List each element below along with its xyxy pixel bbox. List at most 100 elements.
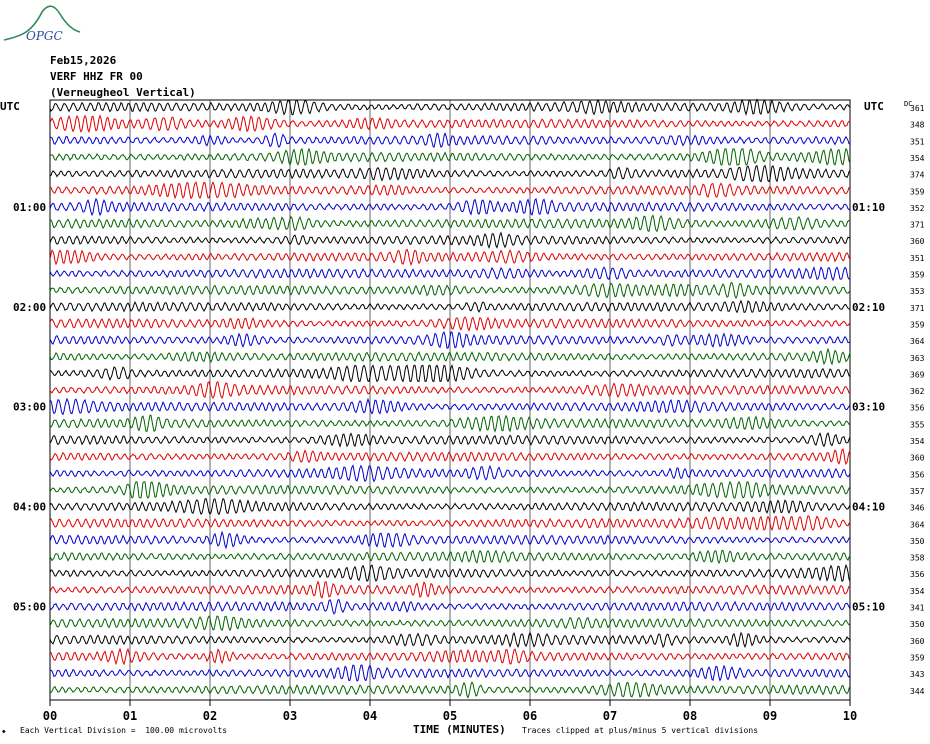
right-time-label: 04:10 xyxy=(852,501,885,514)
seismic-trace xyxy=(49,132,851,149)
seismic-trace xyxy=(49,164,851,183)
seismic-trace xyxy=(49,114,851,134)
seismic-trace xyxy=(49,316,851,332)
dc-offset-value: 359 xyxy=(910,271,925,280)
x-axis-label: TIME (MINUTES) xyxy=(413,723,506,736)
dc-offset-value: 369 xyxy=(910,370,925,379)
seismic-trace xyxy=(49,515,851,532)
dc-offset-value: 360 xyxy=(910,454,925,463)
dc-offset-value: 356 xyxy=(910,470,925,479)
right-time-label: 03:10 xyxy=(852,401,885,414)
x-tick-label: 10 xyxy=(843,709,857,723)
scale-marker-icon: ◆ xyxy=(2,728,6,735)
seismic-trace xyxy=(49,664,851,682)
seismic-trace xyxy=(49,214,851,233)
dc-offset-value: 350 xyxy=(910,537,925,546)
dc-offset-value: 359 xyxy=(910,653,925,662)
seismic-trace xyxy=(49,580,851,599)
seismic-trace xyxy=(49,530,851,550)
dc-offset-value: 364 xyxy=(910,337,925,346)
opgc-logo: OPGC xyxy=(3,5,81,43)
right-time-label: 02:10 xyxy=(852,301,885,314)
x-tick-label: 03 xyxy=(283,709,297,723)
seismic-trace xyxy=(49,615,851,632)
logo-text: OPGC xyxy=(26,29,63,43)
seismic-trace xyxy=(49,231,851,249)
dc-offset-value: 354 xyxy=(910,587,925,596)
dc-label: DC xyxy=(904,100,913,108)
x-tick-label: 04 xyxy=(363,709,377,723)
seismic-trace xyxy=(49,563,851,583)
seismic-trace xyxy=(49,98,851,116)
dc-offset-value: 343 xyxy=(910,670,925,679)
seismic-trace xyxy=(49,549,851,565)
dc-offset-value: 363 xyxy=(910,354,925,363)
left-time-label: 01:00 xyxy=(13,201,46,214)
seismic-trace xyxy=(49,197,851,217)
dc-offset-value: 353 xyxy=(910,287,925,296)
dc-offset-value: 360 xyxy=(910,637,925,646)
left-time-label: 03:00 xyxy=(13,401,46,414)
station-code: VERF HHZ FR 00 xyxy=(50,70,143,83)
dc-offset-value: 356 xyxy=(910,404,925,413)
dc-offset-value: 352 xyxy=(910,204,925,213)
seismic-trace xyxy=(49,181,851,200)
right-time-label: 05:10 xyxy=(852,601,885,614)
seismic-trace xyxy=(49,480,851,499)
seismic-trace xyxy=(49,448,851,466)
dc-offset-value: 341 xyxy=(910,604,925,613)
seismic-trace xyxy=(49,347,851,366)
left-time-label: 05:00 xyxy=(13,601,46,614)
seismic-trace xyxy=(49,432,851,448)
seismic-trace xyxy=(49,464,851,483)
dc-offset-value: 346 xyxy=(910,504,925,513)
seismic-trace xyxy=(49,414,851,433)
scale-note: Each Vertical Division = 100.00 microvol… xyxy=(20,726,228,735)
x-tick-label: 02 xyxy=(203,709,217,723)
dc-offset-value: 361 xyxy=(910,104,925,113)
seismic-trace xyxy=(49,647,851,666)
dc-offset-value: 359 xyxy=(910,187,925,196)
seismic-trace xyxy=(49,265,851,282)
seismic-trace xyxy=(49,397,851,416)
seismic-trace xyxy=(49,331,851,349)
dc-offset-value: 355 xyxy=(910,420,925,429)
left-time-label: 04:00 xyxy=(13,501,46,514)
right-time-label: 01:10 xyxy=(852,201,885,214)
x-tick-label: 05 xyxy=(443,709,457,723)
seismic-trace xyxy=(49,299,851,314)
seismic-trace xyxy=(49,681,851,699)
dc-offset-value: 350 xyxy=(910,620,925,629)
dc-offset-value: 354 xyxy=(910,437,925,446)
dc-offset-value: 348 xyxy=(910,121,925,130)
dc-offset-value: 362 xyxy=(910,387,925,396)
utc-left-label: UTC xyxy=(0,100,20,113)
dc-offset-value: 358 xyxy=(910,554,925,563)
x-tick-label: 06 xyxy=(523,709,537,723)
dc-offset-value: 374 xyxy=(910,171,925,180)
x-tick-label: 08 xyxy=(683,709,697,723)
dc-offset-value: 359 xyxy=(910,320,925,329)
dc-offset-value: 356 xyxy=(910,570,925,579)
seismic-trace xyxy=(49,147,851,167)
dc-offset-value: 364 xyxy=(910,520,925,529)
clip-note: Traces clipped at plus/minus 5 vertical … xyxy=(522,726,759,735)
x-tick-label: 01 xyxy=(123,709,137,723)
dc-offset-value: 360 xyxy=(910,237,925,246)
plot-date: Feb15,2026 xyxy=(50,54,117,67)
dc-offset-value: 351 xyxy=(910,137,925,146)
dc-offset-value: 371 xyxy=(910,221,925,230)
seismic-trace xyxy=(49,248,851,267)
seismic-trace xyxy=(49,282,851,300)
dc-offset-value: 344 xyxy=(910,687,925,696)
dc-offset-value: 351 xyxy=(910,254,925,263)
dc-offset-value: 357 xyxy=(910,487,925,496)
seismic-trace xyxy=(49,381,850,399)
dc-offset-value: 371 xyxy=(910,304,925,313)
seismic-trace xyxy=(49,598,851,615)
x-tick-label: 07 xyxy=(603,709,617,723)
x-tick-label: 09 xyxy=(763,709,777,723)
seismic-trace xyxy=(49,497,851,516)
utc-right-label: UTC xyxy=(864,100,884,113)
